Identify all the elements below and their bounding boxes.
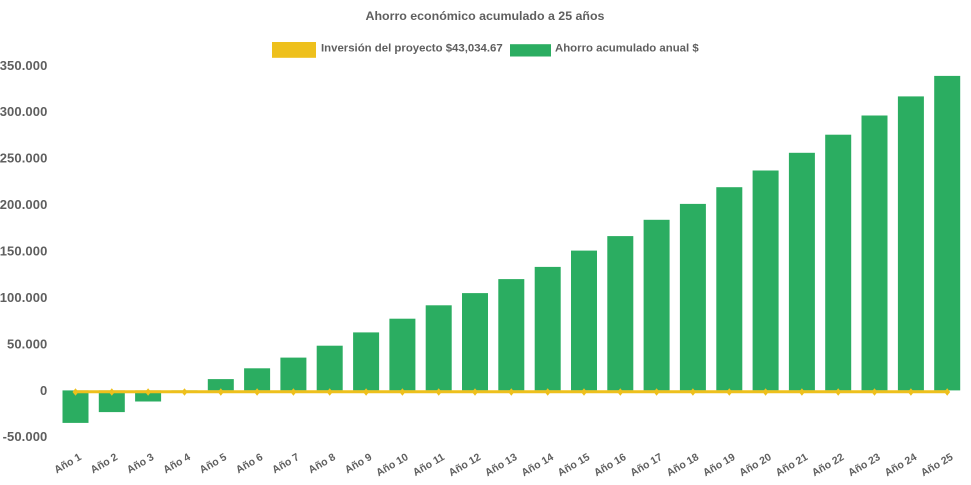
- svg-text:Año 14: Año 14: [519, 451, 555, 479]
- svg-text:-50.000: -50.000: [3, 429, 48, 444]
- svg-text:Año 19: Año 19: [701, 451, 737, 479]
- svg-text:Año 17: Año 17: [628, 451, 664, 479]
- svg-text:0: 0: [40, 383, 47, 398]
- svg-text:Año 8: Año 8: [306, 451, 337, 476]
- svg-text:300.000: 300.000: [0, 104, 47, 119]
- svg-text:Año 6: Año 6: [234, 451, 265, 476]
- svg-text:Ahorro económico acumulado a 2: Ahorro económico acumulado a 25 años: [366, 9, 605, 23]
- svg-text:Año 13: Año 13: [483, 451, 519, 479]
- svg-text:Ahorro acumulado anual $: Ahorro acumulado anual $: [555, 43, 699, 55]
- svg-text:150.000: 150.000: [0, 244, 47, 259]
- svg-text:Año 18: Año 18: [665, 451, 701, 479]
- svg-text:Año 16: Año 16: [592, 451, 628, 479]
- svg-text:Año 9: Año 9: [343, 451, 374, 476]
- svg-text:200.000: 200.000: [0, 197, 47, 212]
- svg-text:Año 5: Año 5: [198, 451, 229, 476]
- svg-text:Inversión del proyecto $43,034: Inversión del proyecto $43,034.67: [321, 43, 503, 55]
- svg-text:350.000: 350.000: [0, 58, 47, 73]
- svg-text:Año 20: Año 20: [737, 451, 773, 479]
- svg-text:Año 4: Año 4: [161, 451, 192, 476]
- svg-text:Año 23: Año 23: [846, 451, 882, 479]
- svg-text:Año 24: Año 24: [883, 451, 919, 479]
- svg-text:Año 22: Año 22: [810, 451, 846, 479]
- svg-text:250.000: 250.000: [0, 151, 47, 166]
- svg-text:Año 11: Año 11: [411, 451, 447, 479]
- svg-text:Año 10: Año 10: [374, 451, 410, 479]
- svg-text:Año 1: Año 1: [52, 451, 83, 476]
- svg-text:50.000: 50.000: [7, 336, 47, 351]
- svg-text:Año 2: Año 2: [89, 451, 120, 476]
- svg-text:Año 15: Año 15: [556, 451, 592, 479]
- svg-text:Año 25: Año 25: [919, 451, 955, 479]
- svg-text:Año 21: Año 21: [774, 451, 810, 479]
- svg-text:100.000: 100.000: [0, 290, 47, 305]
- svg-text:Año 3: Año 3: [125, 451, 156, 476]
- svg-text:Año 7: Año 7: [270, 451, 301, 476]
- svg-text:Año 12: Año 12: [447, 451, 483, 479]
